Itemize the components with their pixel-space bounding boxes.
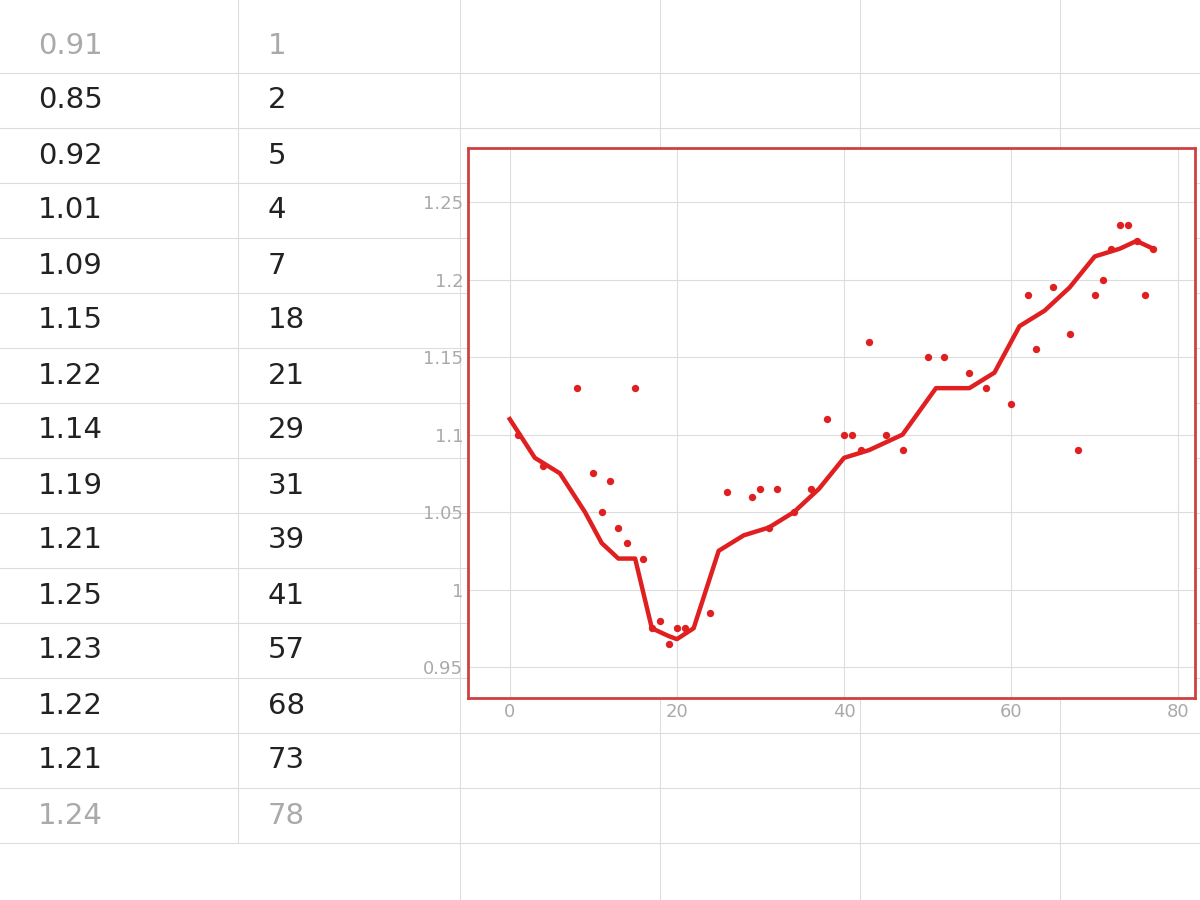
Point [842,428,862,442]
Text: 4: 4 [268,196,287,224]
Text: 0.92: 0.92 [38,141,103,169]
Point [1002,396,1021,410]
Point [859,335,878,349]
Point [1019,288,1038,302]
Point [977,381,996,395]
Point [642,621,661,635]
Text: 39: 39 [268,526,305,554]
Point [608,520,628,535]
Point [817,412,836,427]
Point [600,474,619,489]
Point [768,482,787,496]
Point [1085,288,1104,302]
Text: 1.19: 1.19 [38,472,103,500]
Text: 0.85: 0.85 [38,86,103,114]
Point [592,505,611,519]
Point [1043,280,1062,294]
Text: 57: 57 [268,636,305,664]
Point [617,536,636,550]
Point [509,428,528,442]
Point [802,482,821,496]
Point [918,350,937,365]
Point [659,636,678,651]
Text: 31: 31 [268,472,305,500]
Text: 1.01: 1.01 [38,196,103,224]
Text: 5: 5 [268,141,287,169]
Point [1068,443,1087,457]
Text: 73: 73 [268,746,305,775]
Point [1110,219,1129,233]
Point [1060,327,1079,341]
Text: 68: 68 [268,691,305,719]
Point [1093,273,1112,287]
Text: 1: 1 [268,32,287,59]
Text: 41: 41 [268,581,305,609]
Text: 1.21: 1.21 [38,746,103,775]
Point [634,552,653,566]
Point [851,443,870,457]
Text: 1.25: 1.25 [38,581,103,609]
Point [1127,234,1146,248]
Point [760,520,779,535]
Text: 7: 7 [268,251,287,280]
Point [718,485,737,500]
Text: 21: 21 [268,362,305,390]
Text: 1.24: 1.24 [38,802,103,830]
Point [960,365,979,380]
Point [701,606,720,620]
Text: 1.09: 1.09 [38,251,103,280]
Point [876,428,895,442]
Point [1102,241,1121,256]
Point [676,621,695,635]
Point [534,458,553,473]
Point [935,350,954,365]
Point [1118,219,1138,233]
Text: 29: 29 [268,417,305,445]
Text: 1.21: 1.21 [38,526,103,554]
Text: 0.91: 0.91 [38,32,103,59]
Point [625,381,644,395]
Point [1144,241,1163,256]
Text: 1.14: 1.14 [38,417,103,445]
Text: 18: 18 [268,307,305,335]
Text: 1.22: 1.22 [38,691,103,719]
Point [834,428,853,442]
Text: 1.22: 1.22 [38,362,103,390]
Text: 1.15: 1.15 [38,307,103,335]
Point [667,621,686,635]
Text: 1.23: 1.23 [38,636,103,664]
Point [583,466,602,481]
Point [893,443,912,457]
Point [1135,288,1154,302]
Text: 78: 78 [268,802,305,830]
Point [650,613,670,627]
Text: 2: 2 [268,86,287,114]
Point [1027,342,1046,356]
Point [568,381,587,395]
Point [785,505,804,519]
Point [751,482,770,496]
Point [743,490,762,504]
